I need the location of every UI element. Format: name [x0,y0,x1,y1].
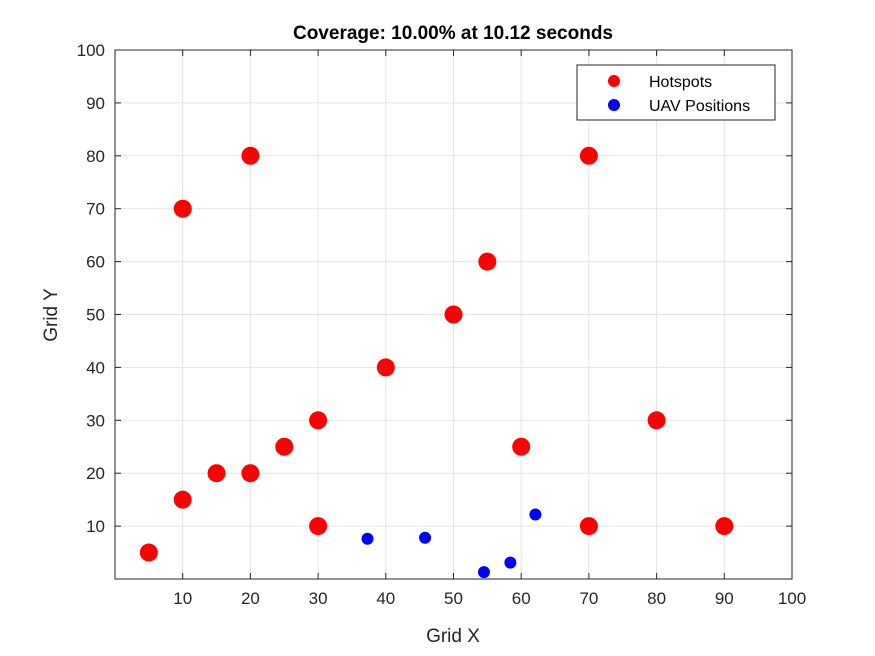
x-tick-label: 30 [309,589,328,608]
hotspots-point [715,517,734,536]
hotspots-point [478,252,497,271]
uav-positions-point [361,532,374,545]
hotspots-point [241,464,260,483]
y-tick-label: 100 [77,41,105,60]
legend: Hotspots UAV Positions [576,64,776,121]
hotspots-point [512,437,531,456]
hotspots-point [207,464,226,483]
y-tick-label: 30 [86,411,105,430]
x-tick-label: 100 [778,589,806,608]
y-tick-label: 50 [86,306,105,325]
hotspots-point [647,411,666,430]
x-tick-label: 60 [512,589,531,608]
hotspots-point [579,146,598,165]
y-tick-label: 80 [86,147,105,166]
plot-area-border [114,49,793,580]
x-axis-label: Grid X [426,626,480,647]
hotspots-point [376,358,395,377]
x-tick-label: 80 [647,589,666,608]
x-tick-label: 70 [579,589,598,608]
x-tick-label: 40 [376,589,395,608]
axis-ticks: 10 20 30 40 50 60 70 80 90 100 10 20 30 40 50 60 70 80 90 1… [77,41,807,608]
hotspots-point [173,199,192,218]
hotspots-point [173,490,192,509]
data-points [139,146,734,579]
y-tick-label: 40 [86,358,105,377]
hotspots-point [444,305,463,324]
x-tick-label: 10 [173,589,192,608]
uav-positions-point [504,556,517,569]
y-tick-label: 10 [86,517,105,536]
y-axis-label: Grid Y [41,288,62,342]
hotspots-point [139,543,158,562]
hotspots-point [275,437,294,456]
y-tick-label: 90 [86,94,105,113]
legend-marker-uav-positions [608,99,620,111]
hotspots-point [241,146,260,165]
uav-positions-point [477,566,490,579]
uav-positions-point [419,531,432,544]
y-tick-label: 70 [86,200,105,219]
x-tick-label: 90 [715,589,734,608]
y-tick-label: 60 [86,253,105,272]
legend-marker-hotspots [608,75,620,87]
hotspots-point [309,517,328,536]
legend-box [576,64,776,121]
x-tick-label: 20 [241,589,260,608]
legend-label-uav-positions: UAV Positions [649,98,750,115]
y-tick-label: 20 [86,464,105,483]
hotspots-point [579,517,598,536]
legend-label-hotspots: Hotspots [649,74,712,91]
hotspots-point [309,411,328,430]
x-tick-label: 50 [444,589,463,608]
uav-positions-point [529,508,542,521]
chart-title: Coverage: 10.00% at 10.12 seconds [293,23,613,44]
